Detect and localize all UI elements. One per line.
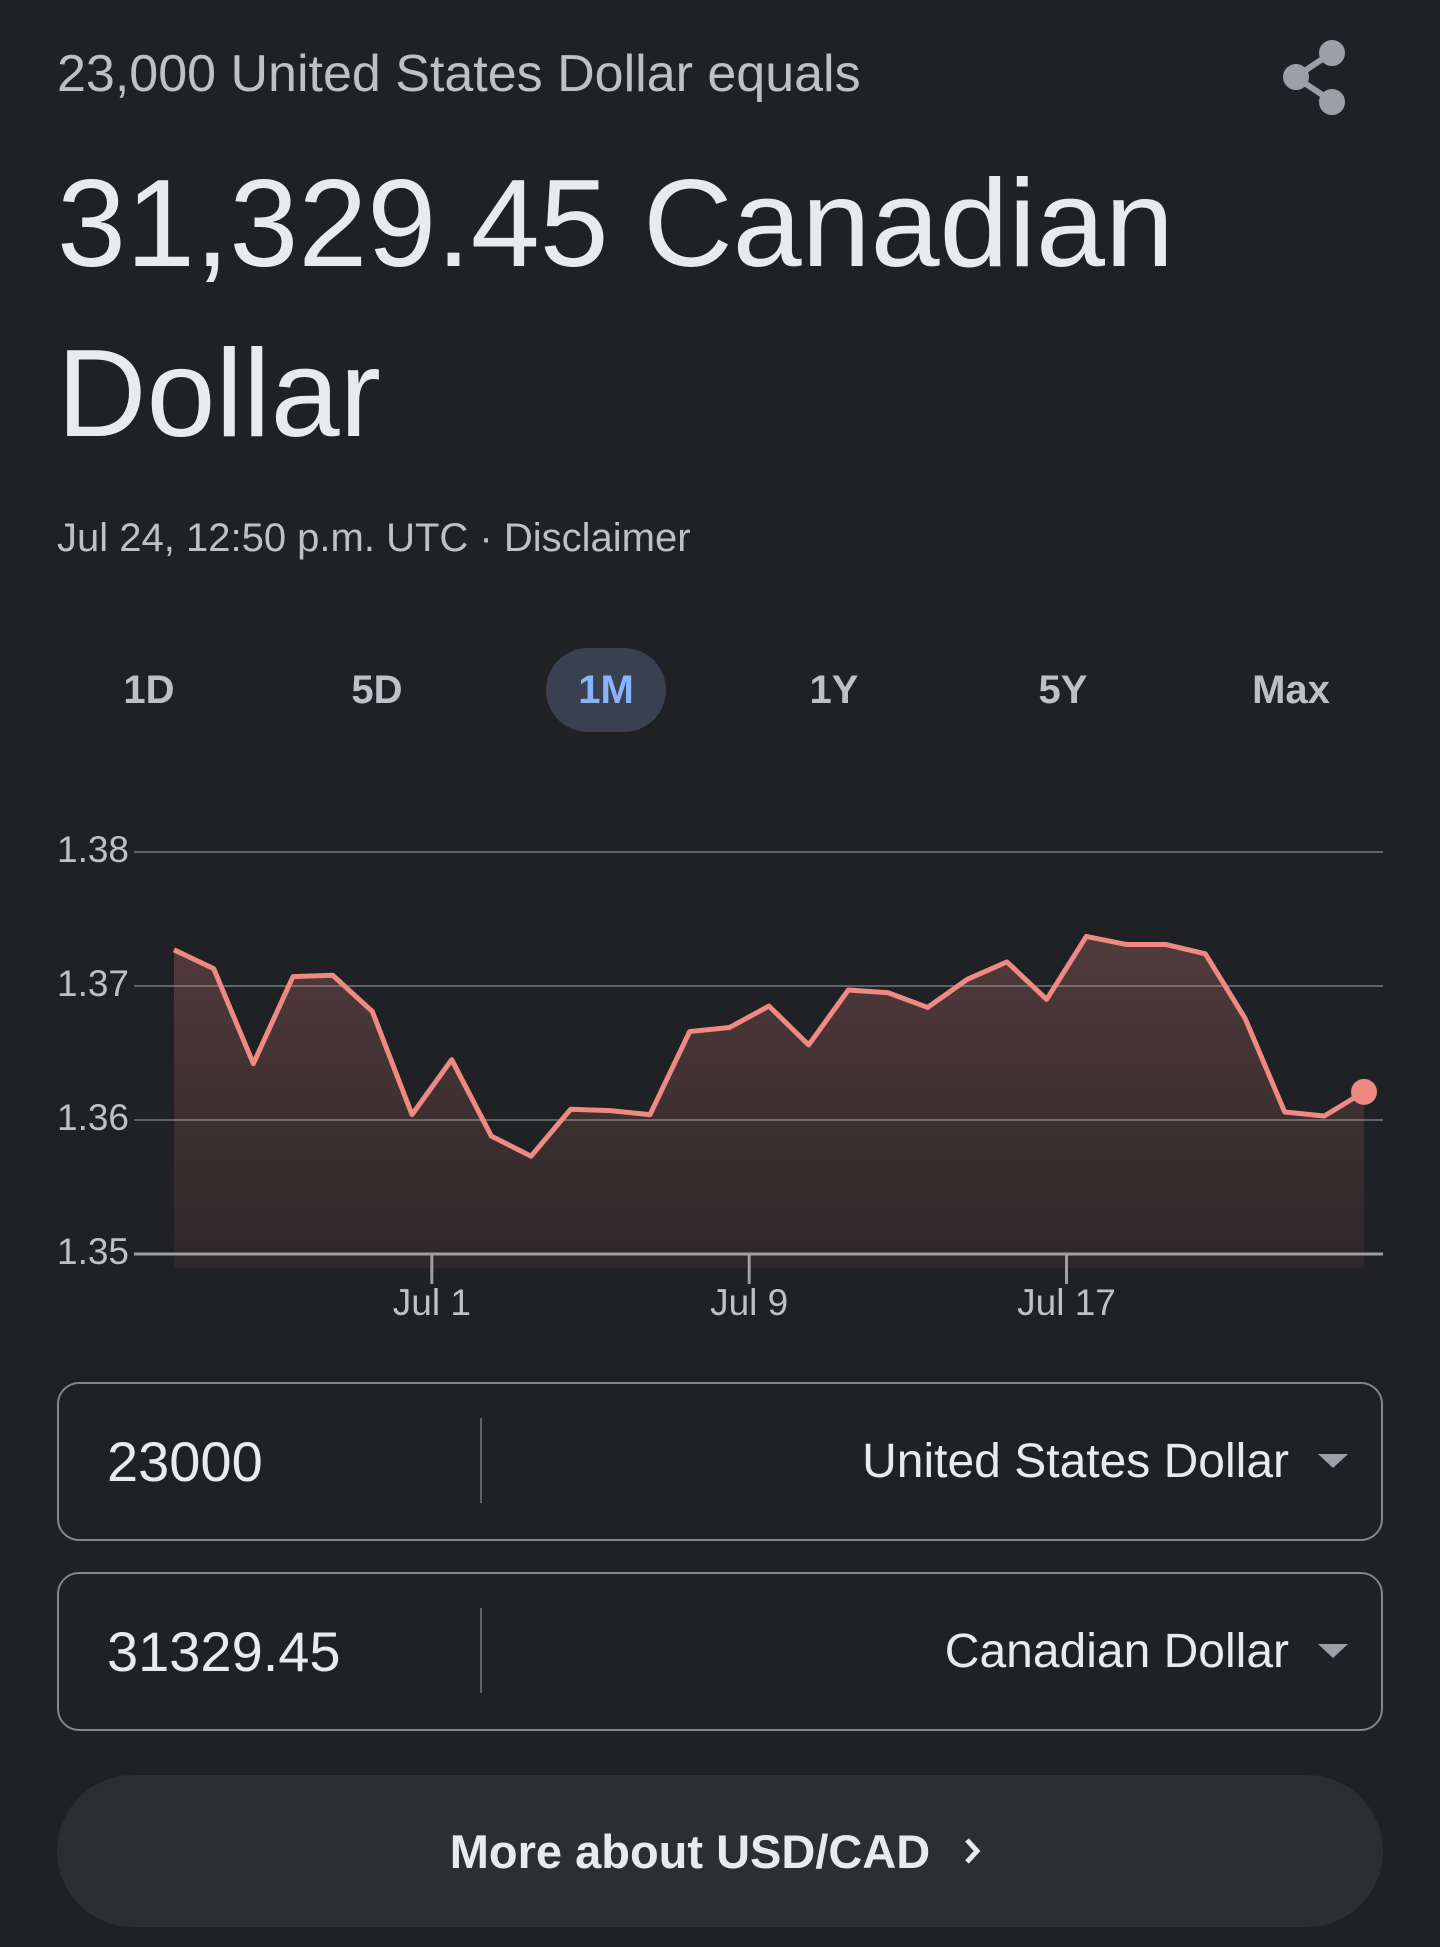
from-currency[interactable]: United States Dollar xyxy=(862,1435,1289,1488)
x-tick-label: Jul 1 xyxy=(393,1282,471,1323)
dropdown-arrow[interactable] xyxy=(1318,1454,1348,1468)
y-tick-label: 1.35 xyxy=(57,1231,129,1272)
divider xyxy=(480,1608,482,1693)
from-field[interactable]: 23000 United States Dollar xyxy=(57,1382,1383,1541)
y-tick-label: 1.38 xyxy=(57,829,129,870)
x-tick-label: Jul 17 xyxy=(1017,1282,1116,1323)
subtitle: 23,000 United States Dollar equals xyxy=(57,45,861,103)
chart: 1.35 1.36 1.37 1.38 Jul 1 Jul 9 Jul 17 xyxy=(57,829,1383,1323)
range-tab[interactable]: 1M xyxy=(546,648,666,732)
range-tab[interactable]: Max xyxy=(1252,667,1330,712)
from-amount[interactable]: 23000 xyxy=(107,1430,263,1493)
range-tab[interactable]: 1Y xyxy=(809,667,859,712)
to-amount[interactable]: 31329.45 xyxy=(107,1620,341,1683)
button-label: More about USD/CAD xyxy=(449,1824,931,1878)
dropdown-arrow[interactable] xyxy=(1318,1644,1348,1658)
line-area xyxy=(174,936,1364,1268)
timestamp[interactable]: Jul 24, 12:50 p.m. UTC · Disclaimer xyxy=(57,516,691,560)
more-button[interactable]: More about USD/CAD xyxy=(57,1775,1383,1927)
y-tick-label: 1.36 xyxy=(57,1097,129,1138)
price-line xyxy=(172,933,1366,1159)
range-tab[interactable]: 1D xyxy=(123,667,175,712)
divider xyxy=(480,1418,482,1503)
y-tick-label: 1.37 xyxy=(57,963,129,1004)
to-field[interactable]: 31329.45 Canadian Dollar xyxy=(57,1572,1383,1731)
range-tab[interactable]: 5D xyxy=(351,667,403,712)
to-currency[interactable]: Canadian Dollar xyxy=(944,1625,1289,1678)
last-point xyxy=(1351,1078,1377,1105)
range-tab[interactable]: 5Y xyxy=(1038,667,1088,712)
result-amount: 31,329.45 Canadian Dollar xyxy=(57,155,1174,463)
chevron xyxy=(965,1838,981,1864)
x-tick-label: Jul 9 xyxy=(710,1282,788,1323)
share-button[interactable] xyxy=(1280,40,1350,116)
